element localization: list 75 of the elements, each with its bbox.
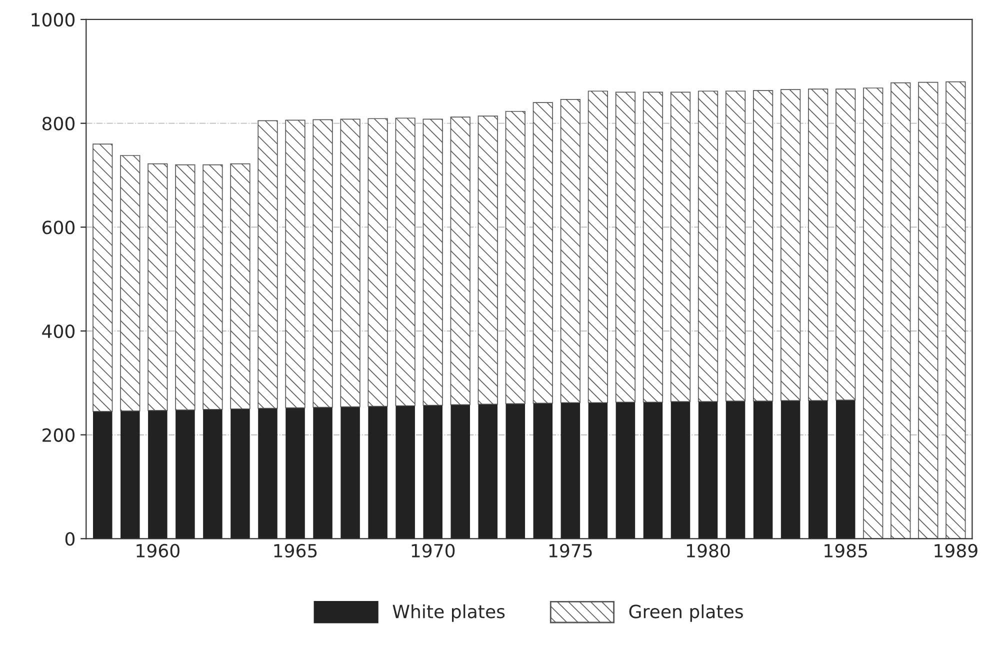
y-tick-label: 800 bbox=[42, 116, 75, 130]
bar bbox=[148, 410, 168, 539]
bar bbox=[670, 402, 690, 539]
bar bbox=[313, 407, 332, 539]
bar bbox=[450, 116, 470, 406]
x-tick-label: 1970 bbox=[412, 544, 455, 558]
bar bbox=[340, 406, 360, 539]
bar bbox=[120, 155, 140, 412]
x-tick-label: 1975 bbox=[549, 544, 592, 558]
bar bbox=[505, 110, 526, 404]
y-tick-label: 400 bbox=[42, 324, 75, 338]
y-tick-label: 0 bbox=[65, 532, 75, 546]
bar bbox=[615, 92, 636, 403]
x-tick-label: 1985 bbox=[824, 544, 867, 558]
y-tick-label: 1000 bbox=[32, 12, 75, 27]
bar bbox=[725, 90, 746, 402]
bar bbox=[560, 402, 580, 539]
x-tick-label: 1989 bbox=[934, 544, 978, 558]
bar bbox=[836, 400, 856, 539]
bar bbox=[422, 118, 443, 406]
bar bbox=[368, 118, 388, 407]
bar bbox=[946, 81, 966, 539]
bar bbox=[478, 116, 498, 405]
y-tick-label: 200 bbox=[42, 428, 75, 442]
bar bbox=[670, 92, 691, 402]
bar bbox=[643, 402, 663, 539]
bar bbox=[258, 408, 278, 539]
x-tick-label: 1980 bbox=[687, 544, 730, 558]
bar bbox=[780, 89, 801, 401]
bar bbox=[863, 88, 884, 539]
bar bbox=[588, 90, 608, 404]
bar bbox=[340, 118, 360, 408]
bar bbox=[616, 402, 636, 539]
bar bbox=[808, 400, 828, 539]
bar bbox=[698, 402, 718, 539]
bar bbox=[285, 120, 306, 408]
bar bbox=[312, 119, 333, 408]
bar bbox=[230, 163, 250, 410]
y-tick-label: 600 bbox=[42, 220, 75, 234]
bar bbox=[532, 102, 553, 404]
bar bbox=[836, 88, 856, 400]
bar bbox=[808, 88, 828, 401]
bar bbox=[230, 408, 250, 539]
bar bbox=[396, 406, 415, 539]
bar bbox=[203, 409, 222, 539]
bar bbox=[478, 404, 498, 539]
bar bbox=[450, 404, 470, 539]
bar bbox=[93, 411, 112, 539]
bar bbox=[368, 406, 388, 539]
legend-label: White plates bbox=[392, 604, 505, 622]
bar bbox=[890, 82, 911, 539]
legend-label: Green plates bbox=[629, 604, 743, 622]
bar bbox=[918, 82, 938, 539]
bar bbox=[175, 164, 196, 410]
bar bbox=[506, 404, 526, 539]
x-tick-label: 1960 bbox=[136, 544, 180, 558]
bar bbox=[560, 99, 580, 404]
bar bbox=[753, 90, 774, 402]
bar bbox=[588, 402, 608, 539]
bar bbox=[780, 400, 800, 539]
bar bbox=[698, 90, 718, 402]
bar bbox=[753, 401, 773, 539]
bar bbox=[642, 92, 664, 403]
bar bbox=[148, 163, 168, 411]
bar bbox=[286, 408, 305, 539]
bar bbox=[423, 405, 442, 539]
bar bbox=[176, 410, 195, 539]
bar bbox=[726, 401, 746, 539]
bar bbox=[395, 118, 416, 406]
bar bbox=[258, 120, 278, 409]
bar bbox=[92, 144, 113, 412]
bar bbox=[120, 410, 140, 539]
bar bbox=[533, 403, 553, 539]
bar bbox=[202, 164, 223, 410]
x-tick-label: 1965 bbox=[274, 544, 317, 558]
